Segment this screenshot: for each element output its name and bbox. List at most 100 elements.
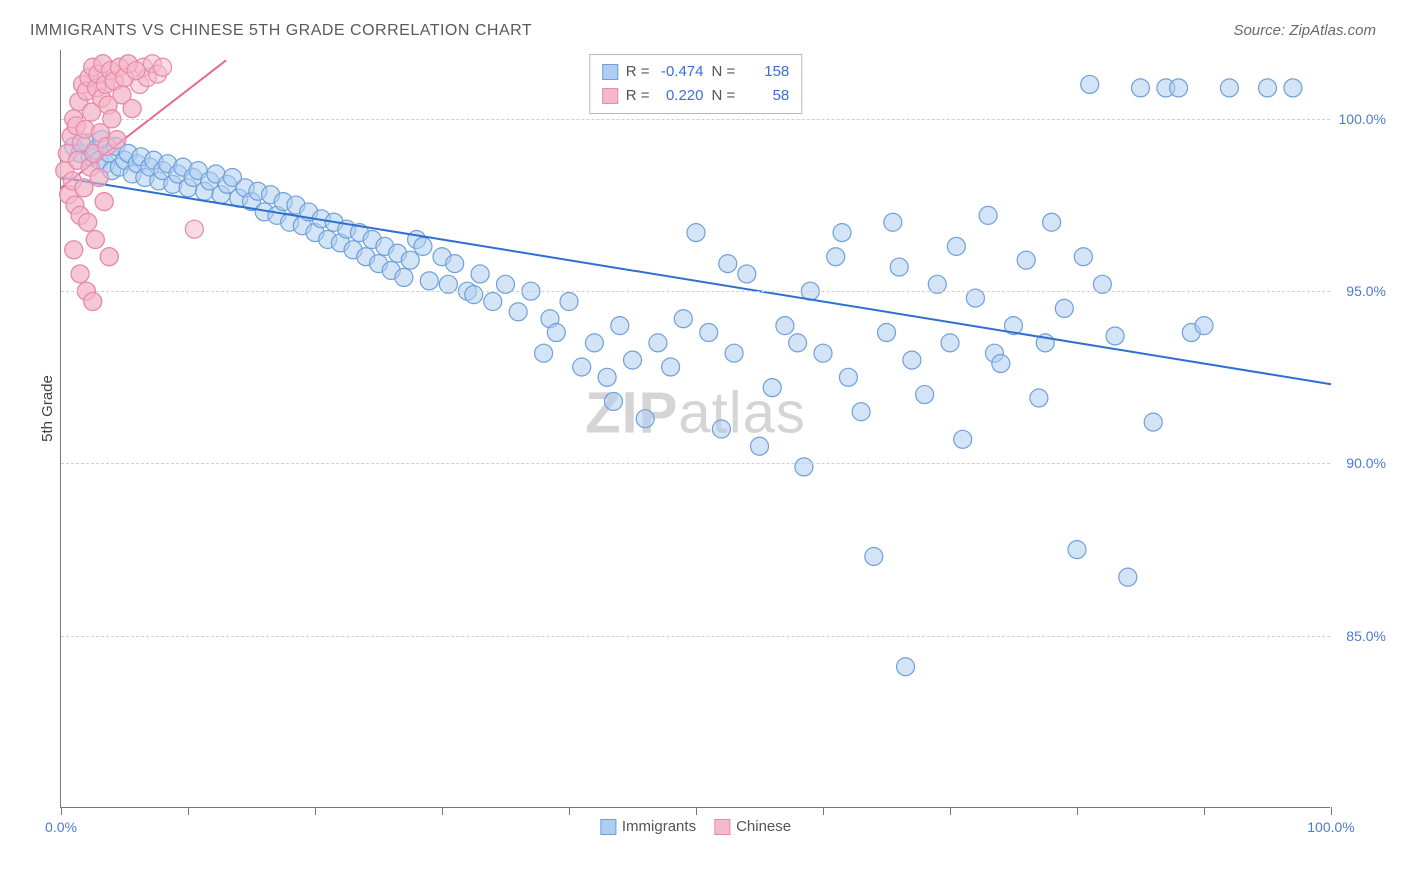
data-point	[1055, 299, 1073, 317]
x-tick-label: 100.0%	[1307, 819, 1354, 835]
data-point	[127, 62, 145, 80]
data-point	[662, 358, 680, 376]
data-point	[95, 193, 113, 211]
data-point	[90, 168, 108, 186]
data-point	[1106, 327, 1124, 345]
data-point	[852, 403, 870, 421]
gridline	[61, 463, 1330, 464]
scatter-svg	[61, 50, 1330, 807]
data-point	[636, 410, 654, 428]
r-label: R =	[626, 60, 650, 84]
swatch-chinese	[602, 88, 618, 104]
gridline	[61, 119, 1330, 120]
data-point	[992, 355, 1010, 373]
x-tick	[950, 807, 951, 815]
data-point	[1144, 413, 1162, 431]
data-point	[903, 351, 921, 369]
data-point	[719, 255, 737, 273]
x-tick	[823, 807, 824, 815]
data-point	[585, 334, 603, 352]
swatch-immigrants	[602, 64, 618, 80]
legend-label-chinese: Chinese	[736, 818, 791, 835]
data-point	[414, 237, 432, 255]
data-point	[84, 293, 102, 311]
data-point	[833, 224, 851, 242]
stats-legend: R = -0.474 N = 158 R = 0.220 N = 58	[589, 54, 803, 114]
data-point	[108, 131, 126, 149]
series-legend: Immigrants Chinese	[600, 818, 791, 835]
data-point	[100, 248, 118, 266]
data-point	[884, 213, 902, 231]
n-label: N =	[712, 60, 736, 84]
chart-title: IMMIGRANTS VS CHINESE 5TH GRADE CORRELAT…	[30, 22, 532, 40]
data-point	[547, 324, 565, 342]
data-point	[674, 310, 692, 328]
data-point	[776, 317, 794, 335]
data-point	[789, 334, 807, 352]
x-tick	[442, 807, 443, 815]
stats-row-immigrants: R = -0.474 N = 158	[602, 60, 790, 84]
x-tick	[696, 807, 697, 815]
y-tick-label: 85.0%	[1346, 628, 1386, 644]
data-point	[420, 272, 438, 290]
data-point	[1284, 79, 1302, 97]
x-tick	[315, 807, 316, 815]
data-point	[1017, 251, 1035, 269]
swatch-immigrants	[600, 819, 616, 835]
data-point	[954, 430, 972, 448]
swatch-chinese	[714, 819, 730, 835]
data-point	[687, 224, 705, 242]
data-point	[827, 248, 845, 266]
legend-item-immigrants: Immigrants	[600, 818, 696, 835]
data-point	[649, 334, 667, 352]
data-point	[1074, 248, 1092, 266]
data-point	[1043, 213, 1061, 231]
data-point	[79, 213, 97, 231]
data-point	[897, 658, 915, 676]
source-label: Source: ZipAtlas.com	[1233, 22, 1376, 39]
data-point	[941, 334, 959, 352]
data-point	[865, 547, 883, 565]
r-value-immigrants: -0.474	[658, 60, 704, 84]
data-point	[751, 437, 769, 455]
x-tick-label: 0.0%	[45, 819, 77, 835]
data-point	[839, 368, 857, 386]
data-point	[395, 268, 413, 286]
x-tick	[1204, 807, 1205, 815]
data-point	[401, 251, 419, 269]
y-tick-label: 90.0%	[1346, 455, 1386, 471]
data-point	[738, 265, 756, 283]
data-point	[560, 293, 578, 311]
data-point	[1132, 79, 1150, 97]
trend-line	[61, 177, 1331, 384]
data-point	[763, 379, 781, 397]
data-point	[795, 458, 813, 476]
data-point	[916, 386, 934, 404]
legend-label-immigrants: Immigrants	[622, 818, 696, 835]
data-point	[1220, 79, 1238, 97]
data-point	[1068, 541, 1086, 559]
data-point	[484, 293, 502, 311]
legend-item-chinese: Chinese	[714, 818, 791, 835]
data-point	[1119, 568, 1137, 586]
r-value-chinese: 0.220	[658, 84, 704, 108]
chart-area: ZIPatlas R = -0.474 N = 158 R = 0.220 N …	[60, 50, 1330, 808]
data-point	[509, 303, 527, 321]
data-point	[598, 368, 616, 386]
data-point	[890, 258, 908, 276]
r-label: R =	[626, 84, 650, 108]
data-point	[700, 324, 718, 342]
data-point	[947, 237, 965, 255]
data-point	[725, 344, 743, 362]
data-point	[573, 358, 591, 376]
data-point	[65, 241, 83, 259]
data-point	[465, 286, 483, 304]
x-tick	[188, 807, 189, 815]
n-value-immigrants: 158	[743, 60, 789, 84]
data-point	[123, 100, 141, 118]
data-point	[1259, 79, 1277, 97]
data-point	[1081, 75, 1099, 93]
data-point	[1030, 389, 1048, 407]
x-tick	[569, 807, 570, 815]
gridline	[61, 636, 1330, 637]
